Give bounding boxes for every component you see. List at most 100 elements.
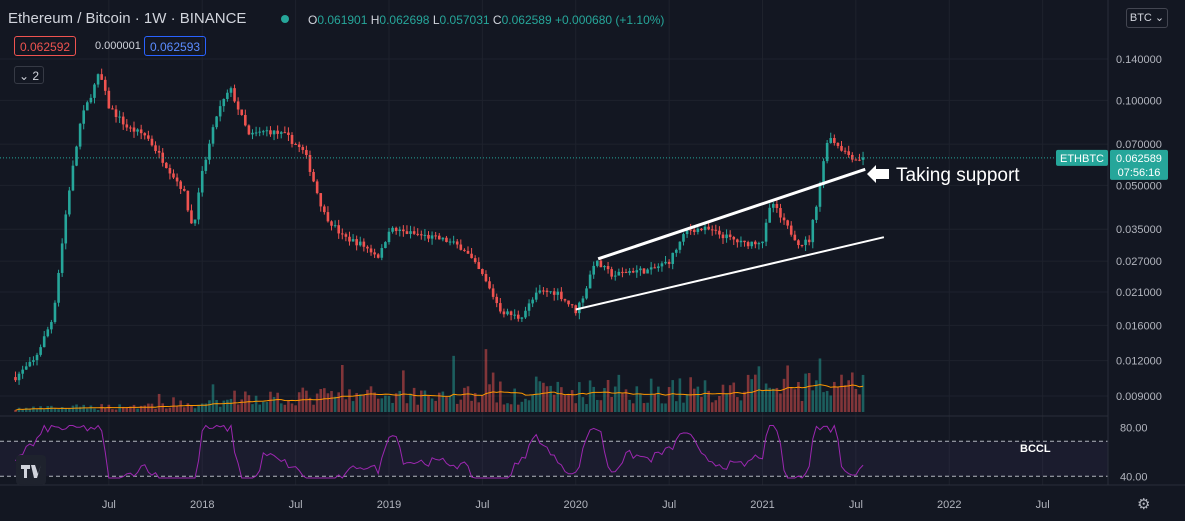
volume-bar bbox=[452, 355, 455, 412]
candle bbox=[437, 235, 441, 240]
volume-bar bbox=[520, 401, 524, 412]
change-value: +0.000680 (+1.10%) bbox=[555, 13, 665, 27]
volume-bar bbox=[103, 408, 107, 412]
sell-price-button[interactable]: 0.062592 bbox=[14, 36, 77, 56]
candle bbox=[736, 239, 739, 243]
volume-bar bbox=[384, 395, 387, 412]
tradingview-logo-icon[interactable] bbox=[16, 455, 46, 485]
volume-bar bbox=[405, 403, 409, 412]
volume-bar bbox=[441, 391, 445, 412]
chart-grid bbox=[0, 0, 1108, 485]
volume-bar bbox=[78, 406, 82, 412]
volume-bar bbox=[57, 409, 60, 412]
candle bbox=[46, 329, 50, 337]
settings-gear-icon[interactable]: ⚙ bbox=[1137, 496, 1151, 513]
candle bbox=[287, 132, 290, 135]
candle bbox=[60, 243, 64, 273]
candle bbox=[103, 79, 107, 91]
volume-bar bbox=[111, 409, 114, 412]
volume-bar bbox=[14, 409, 17, 412]
candle bbox=[746, 242, 750, 247]
price-tick-label: 0.070000 bbox=[1116, 139, 1162, 151]
candle bbox=[165, 162, 168, 169]
candle bbox=[718, 230, 721, 235]
candle bbox=[542, 290, 545, 292]
volume-bar bbox=[721, 384, 725, 412]
candle bbox=[398, 229, 402, 231]
candle bbox=[197, 192, 200, 220]
candle bbox=[786, 220, 789, 226]
volume-bar bbox=[154, 408, 157, 412]
indicator-toggle-button[interactable]: ⌄ 2 bbox=[14, 66, 44, 84]
interval[interactable]: 1W bbox=[143, 10, 167, 27]
candle bbox=[190, 210, 193, 224]
close-value: 0.062589 bbox=[501, 13, 552, 27]
volume-bar bbox=[509, 404, 513, 412]
candle bbox=[154, 145, 157, 151]
candle bbox=[491, 288, 495, 297]
candle bbox=[323, 206, 326, 213]
volume-bar bbox=[139, 405, 143, 412]
volume-bar bbox=[24, 407, 28, 412]
candle bbox=[265, 130, 269, 132]
candle bbox=[840, 145, 843, 151]
volume-bar bbox=[678, 378, 682, 412]
volume-bar bbox=[394, 393, 398, 412]
candle bbox=[617, 271, 621, 276]
candle bbox=[488, 281, 491, 289]
volume-bar bbox=[667, 387, 671, 412]
volume-bar bbox=[42, 409, 46, 412]
volume-bar bbox=[646, 402, 649, 412]
currency-select[interactable]: BTC ⌄ bbox=[1126, 8, 1168, 28]
volume-bar bbox=[323, 388, 326, 412]
candle bbox=[678, 241, 682, 250]
arrow-left-icon bbox=[867, 165, 889, 183]
volume-bar bbox=[290, 403, 294, 412]
candle bbox=[560, 291, 563, 300]
candle bbox=[721, 234, 725, 239]
volume-bar bbox=[707, 390, 710, 412]
volume-bar bbox=[269, 391, 272, 412]
candle bbox=[139, 129, 143, 134]
candle bbox=[470, 253, 473, 259]
volume-bar bbox=[247, 395, 251, 412]
volume-bar bbox=[761, 390, 764, 412]
candle bbox=[675, 249, 678, 253]
symbol-name: Ethereum / Bitcoin bbox=[8, 10, 131, 27]
volume-bar bbox=[664, 403, 667, 412]
candle bbox=[373, 252, 376, 255]
candle bbox=[789, 225, 793, 235]
candle bbox=[628, 271, 631, 273]
volume-bar bbox=[236, 404, 240, 412]
candle bbox=[420, 234, 423, 236]
candle bbox=[276, 130, 279, 134]
volume-bar bbox=[675, 401, 678, 412]
volume-bar bbox=[89, 405, 93, 412]
volume-bar bbox=[409, 393, 412, 412]
time-tick-label: Jul bbox=[849, 499, 863, 511]
candle bbox=[513, 314, 516, 316]
candle bbox=[728, 234, 732, 237]
candle bbox=[269, 130, 272, 135]
candle bbox=[570, 304, 574, 306]
volume-bar bbox=[804, 373, 807, 412]
candle bbox=[233, 88, 236, 102]
volume-bar bbox=[757, 366, 761, 412]
volume-bar bbox=[861, 374, 865, 412]
indicator-count: 2 bbox=[32, 69, 40, 83]
symbol-title[interactable]: Ethereum / Bitcoin · 1W · BINANCE bbox=[8, 10, 247, 27]
buy-price-button[interactable]: 0.062593 bbox=[144, 36, 207, 56]
volume-bar bbox=[150, 403, 154, 412]
volume-bar bbox=[732, 382, 736, 412]
volume-bar bbox=[165, 408, 168, 412]
candle bbox=[416, 233, 420, 235]
candle bbox=[85, 102, 89, 111]
volume-bar bbox=[68, 408, 71, 412]
volume-bar bbox=[538, 381, 542, 412]
candle bbox=[825, 142, 829, 162]
volume-bar bbox=[218, 406, 222, 412]
candle bbox=[588, 274, 592, 289]
candle bbox=[229, 88, 233, 93]
volume-bar bbox=[488, 384, 491, 412]
